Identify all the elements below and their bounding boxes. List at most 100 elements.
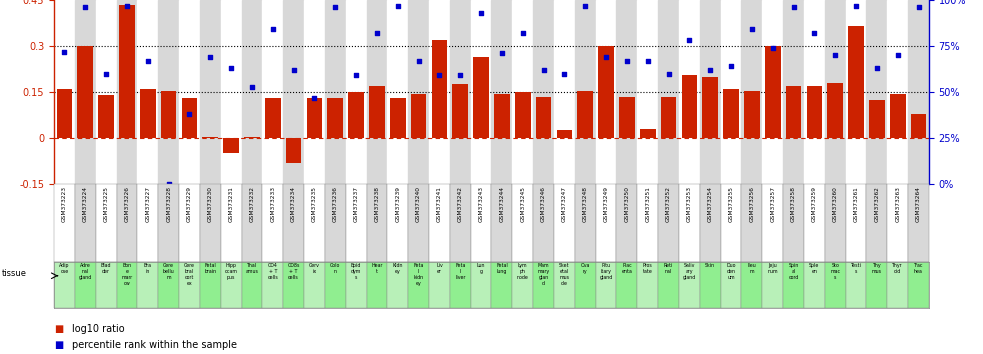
Text: Saliv
ary
gland: Saliv ary gland xyxy=(683,263,696,280)
Bar xyxy=(908,0,929,184)
Bar xyxy=(869,100,885,138)
Text: GSM373250: GSM373250 xyxy=(624,187,629,222)
FancyBboxPatch shape xyxy=(283,184,304,262)
Text: log10 ratio: log10 ratio xyxy=(72,324,125,334)
Point xyxy=(619,58,635,64)
FancyBboxPatch shape xyxy=(304,184,324,262)
Bar xyxy=(411,93,427,138)
Bar xyxy=(161,91,176,138)
FancyBboxPatch shape xyxy=(95,262,117,308)
Point xyxy=(785,5,801,10)
Point xyxy=(244,84,260,89)
FancyBboxPatch shape xyxy=(783,184,804,262)
FancyBboxPatch shape xyxy=(659,184,679,262)
Bar xyxy=(117,0,138,184)
FancyBboxPatch shape xyxy=(117,184,138,262)
FancyBboxPatch shape xyxy=(866,262,888,308)
FancyBboxPatch shape xyxy=(804,262,825,308)
FancyBboxPatch shape xyxy=(367,262,387,308)
Bar xyxy=(200,0,221,184)
Text: Jeju
num: Jeju num xyxy=(768,263,778,274)
Text: Reti
nal: Reti nal xyxy=(664,263,673,274)
Bar xyxy=(452,84,468,138)
Point xyxy=(286,67,302,73)
FancyBboxPatch shape xyxy=(659,262,679,308)
FancyBboxPatch shape xyxy=(346,262,367,308)
Text: GSM373253: GSM373253 xyxy=(687,187,692,222)
Bar xyxy=(98,95,114,138)
Text: ■: ■ xyxy=(54,340,63,350)
Bar xyxy=(599,46,613,138)
FancyBboxPatch shape xyxy=(200,184,221,262)
Text: Feta
l
kidn
ey: Feta l kidn ey xyxy=(414,263,424,286)
Bar xyxy=(221,0,242,184)
Text: GSM373262: GSM373262 xyxy=(874,187,880,222)
Bar xyxy=(265,98,280,138)
FancyBboxPatch shape xyxy=(908,184,929,262)
FancyBboxPatch shape xyxy=(762,184,783,262)
Text: GSM373243: GSM373243 xyxy=(479,187,484,222)
FancyBboxPatch shape xyxy=(75,184,95,262)
Text: GSM373238: GSM373238 xyxy=(375,187,379,222)
FancyBboxPatch shape xyxy=(637,184,659,262)
Text: GSM373258: GSM373258 xyxy=(791,187,796,222)
Bar xyxy=(619,97,635,138)
Text: Sto
mac
s: Sto mac s xyxy=(830,263,840,280)
Text: GSM373251: GSM373251 xyxy=(645,187,650,222)
Bar xyxy=(223,138,239,153)
Bar xyxy=(845,0,866,184)
FancyBboxPatch shape xyxy=(304,262,324,308)
FancyBboxPatch shape xyxy=(158,262,179,308)
Text: GSM373235: GSM373235 xyxy=(312,187,317,222)
Text: GSM373259: GSM373259 xyxy=(812,187,817,222)
FancyBboxPatch shape xyxy=(283,262,304,308)
Bar xyxy=(494,93,510,138)
Point xyxy=(473,10,489,16)
FancyBboxPatch shape xyxy=(700,184,721,262)
FancyBboxPatch shape xyxy=(596,184,616,262)
Bar xyxy=(54,0,75,184)
Point xyxy=(432,73,447,78)
FancyBboxPatch shape xyxy=(845,184,866,262)
Bar xyxy=(554,0,575,184)
Point xyxy=(577,3,593,8)
Text: Skin: Skin xyxy=(705,263,716,268)
Text: GSM373239: GSM373239 xyxy=(395,187,400,222)
FancyBboxPatch shape xyxy=(221,184,242,262)
Bar xyxy=(327,98,343,138)
Text: Epid
dym
s: Epid dym s xyxy=(351,263,362,280)
Text: Colo
n: Colo n xyxy=(330,263,340,274)
Text: GSM373227: GSM373227 xyxy=(145,187,150,222)
Bar xyxy=(515,92,531,138)
Bar xyxy=(138,0,158,184)
FancyBboxPatch shape xyxy=(596,262,616,308)
FancyBboxPatch shape xyxy=(804,184,825,262)
FancyBboxPatch shape xyxy=(262,262,283,308)
FancyBboxPatch shape xyxy=(75,262,95,308)
FancyBboxPatch shape xyxy=(54,184,75,262)
Text: GSM373237: GSM373237 xyxy=(354,187,359,222)
Text: Cerv
ix: Cerv ix xyxy=(309,263,319,274)
Text: Ova
ry: Ova ry xyxy=(581,263,590,274)
Bar xyxy=(616,0,637,184)
Bar xyxy=(533,0,554,184)
Text: CD4
+ T
cells: CD4 + T cells xyxy=(267,263,278,280)
Bar xyxy=(75,0,95,184)
Text: Duo
den
um: Duo den um xyxy=(726,263,736,280)
Bar xyxy=(367,0,387,184)
Point xyxy=(828,52,843,58)
Point xyxy=(744,27,760,32)
Bar xyxy=(370,86,384,138)
Text: GSM373228: GSM373228 xyxy=(166,187,171,222)
Bar xyxy=(783,0,804,184)
Bar xyxy=(848,26,864,138)
Point xyxy=(78,5,93,10)
Bar xyxy=(304,0,324,184)
FancyBboxPatch shape xyxy=(242,184,262,262)
Bar xyxy=(659,0,679,184)
Point xyxy=(182,111,198,117)
FancyBboxPatch shape xyxy=(825,184,845,262)
Bar xyxy=(679,0,700,184)
FancyBboxPatch shape xyxy=(492,184,512,262)
Text: Thy
mus: Thy mus xyxy=(872,263,882,274)
